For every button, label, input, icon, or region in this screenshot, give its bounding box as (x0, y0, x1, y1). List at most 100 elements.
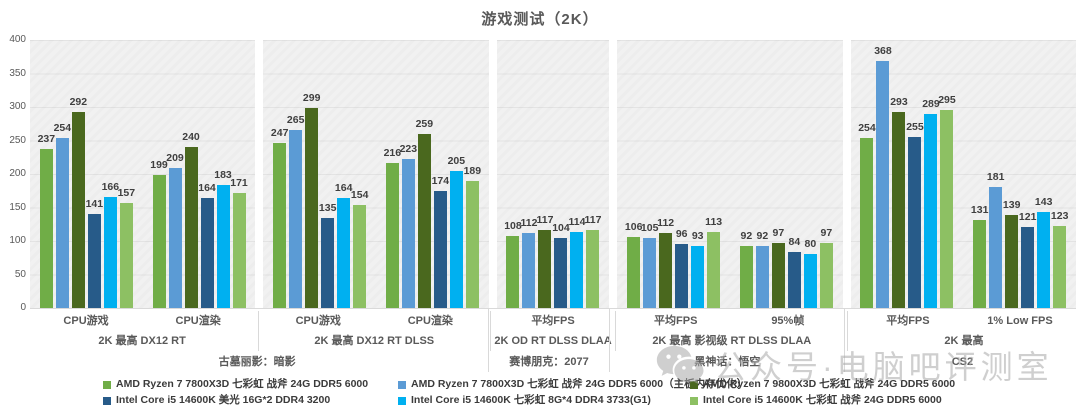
bar-value-label: 157 (117, 186, 136, 199)
group-label-row: 平均FPS 95%帧 (620, 309, 844, 330)
y-tick-label: 300 (9, 101, 26, 112)
bar-4 (554, 238, 568, 308)
bar-5 (570, 231, 584, 308)
bar-wrap: 299 (303, 40, 320, 308)
bar-5 (216, 185, 230, 308)
bar-wrap: 265 (287, 40, 304, 308)
bar-2 (289, 130, 303, 308)
group-label: 平均FPS (654, 315, 698, 327)
bar-value-label: 97 (820, 227, 833, 240)
bar-value-label: 96 (675, 227, 688, 240)
bar-value-label: 216 (383, 147, 402, 160)
legend-item: AMD Ryzen 7 7800X3D 七彩虹 战斧 24G DDR5 6000… (398, 378, 747, 391)
bar-5 (449, 170, 463, 308)
bar-wrap: 92 (739, 40, 753, 308)
bar-value-label: 141 (85, 197, 104, 210)
bar-1 (385, 163, 399, 308)
bar-wrap: 189 (464, 40, 481, 308)
bar-value-label: 259 (415, 118, 434, 131)
bar-value-label: 205 (447, 154, 466, 167)
x-axis: CPU游戏 CPU渲染 2K 最高 DX12 RT CPU游戏 CPU渲染 2K 最高 D… (30, 308, 1076, 373)
bar-value-label: 174 (431, 175, 450, 188)
bar-value-label: 209 (166, 151, 184, 164)
legend-item: AMD Ryzen 7 7800X3D 七彩虹 战斧 24G DDR5 6000 (103, 378, 368, 391)
bar-wrap: 171 (230, 40, 248, 308)
chart-panel: 254 368 293 255 289 295 131 181 139 121 143 123 (850, 40, 1076, 308)
bar-wrap: 209 (166, 40, 184, 308)
legend-item: AMD Ryzen 7 9800X3D 七彩虹 战斧 24G DDR5 6000 (690, 378, 955, 391)
bar-value-label: 199 (150, 158, 168, 171)
chart-panel: 106 105 112 96 93 113 92 92 97 84 80 97 (617, 40, 843, 308)
bar-group: 131 181 139 121 143 123 (963, 40, 1076, 308)
bar-wrap: 117 (584, 40, 602, 308)
bar-wrap: 154 (351, 40, 368, 308)
bar-value-label: 117 (584, 213, 602, 226)
chart-panel: 237 254 292 141 166 157 199 209 240 164 183 171 (30, 40, 256, 308)
x-axis-panel-cell: CPU游戏 CPU渲染 2K 最高 DX12 RT DLSS (257, 309, 486, 351)
legend-label: AMD Ryzen 7 9800X3D 七彩虹 战斧 24G DDR5 6000 (703, 378, 956, 390)
bar-5 (924, 114, 938, 308)
bar-wrap: 164 (335, 40, 352, 308)
chart-panel: 108 112 117 104 114 117 (496, 40, 610, 308)
y-tick-label: 0 (20, 302, 26, 313)
bar-wrap: 247 (271, 40, 288, 308)
bar-6 (465, 181, 479, 308)
bar-group: 106 105 112 96 93 113 (617, 40, 730, 308)
bar-group: 216 223 259 174 205 189 (376, 40, 489, 308)
group-label: 95%帧 (771, 315, 805, 327)
bar-value-label: 143 (1034, 196, 1053, 209)
bar-value-label: 105 (640, 221, 659, 234)
bar-group: 237 254 292 141 166 157 (30, 40, 143, 308)
y-tick-label: 200 (9, 168, 26, 179)
bar-value-label: 114 (568, 215, 586, 228)
bar-wrap: 166 (102, 40, 119, 308)
legend-label: Intel Core i5 14600K 美光 16G*2 DDR4 3200 (116, 394, 331, 406)
bar-4 (787, 251, 801, 308)
bar-value-label: 254 (53, 121, 72, 134)
chart-panel: 247 265 299 135 164 154 216 223 259 174 205 189 (263, 40, 489, 308)
bar-wrap: 293 (890, 40, 908, 308)
bar-value-label: 92 (740, 230, 753, 243)
bar-value-label: 84 (788, 235, 801, 248)
bar-4 (321, 217, 335, 308)
bar-value-label: 104 (552, 222, 570, 235)
bar-wrap: 104 (552, 40, 570, 308)
bar-value-label: 223 (399, 142, 418, 155)
bar-3 (1005, 214, 1019, 308)
bar-6 (586, 229, 600, 308)
bar-4 (200, 198, 214, 308)
x-axis-game-row: 古墓丽影：暗影 赛博朋克：2077 黑神话：悟空 CS2 (30, 309, 1076, 372)
bar-5 (1037, 212, 1051, 308)
bar-wrap: 135 (318, 40, 337, 308)
group-label: 平均FPS (531, 315, 575, 327)
bar-wrap: 121 (1019, 40, 1036, 308)
group-label: CPU游戏 (63, 315, 109, 327)
bar-1 (627, 236, 641, 308)
bar-wrap: 84 (787, 40, 801, 308)
bar-value-label: 123 (1050, 209, 1069, 222)
bar-value-label: 113 (705, 216, 723, 229)
bar-wrap: 292 (70, 40, 87, 308)
bar-2 (876, 61, 890, 308)
bar-wrap: 157 (117, 40, 136, 308)
bar-wrap: 139 (1003, 40, 1020, 308)
bar-wrap: 93 (691, 40, 705, 308)
legend-swatch (398, 380, 406, 389)
legend-swatch (398, 396, 406, 405)
game-label: 赛博朋克：2077 (487, 309, 606, 372)
bar-wrap: 216 (383, 40, 402, 308)
bar-1 (273, 142, 287, 308)
bar-value-label: 135 (318, 201, 337, 214)
setting-label: 2K 最高 影视级 RT DLSS DLAA (652, 335, 812, 347)
group-label: CPU渲染 (175, 315, 221, 327)
bar-wrap: 183 (214, 40, 232, 308)
legend-label: AMD Ryzen 7 7800X3D 七彩虹 战斧 24G DDR5 6000 (116, 378, 369, 390)
legend-label: Intel Core i5 14600K 七彩虹 8G*4 DDR4 3733(… (411, 394, 651, 406)
bar-value-label: 93 (691, 229, 704, 242)
bar-wrap: 92 (755, 40, 769, 308)
bar-4 (87, 213, 101, 308)
bar-value-label: 254 (858, 121, 876, 134)
bar-group: 247 265 299 135 164 154 (263, 40, 376, 308)
legend-label: Intel Core i5 14600K 七彩虹 战斧 24G DDR5 600… (703, 394, 942, 406)
bar-4 (908, 137, 922, 308)
